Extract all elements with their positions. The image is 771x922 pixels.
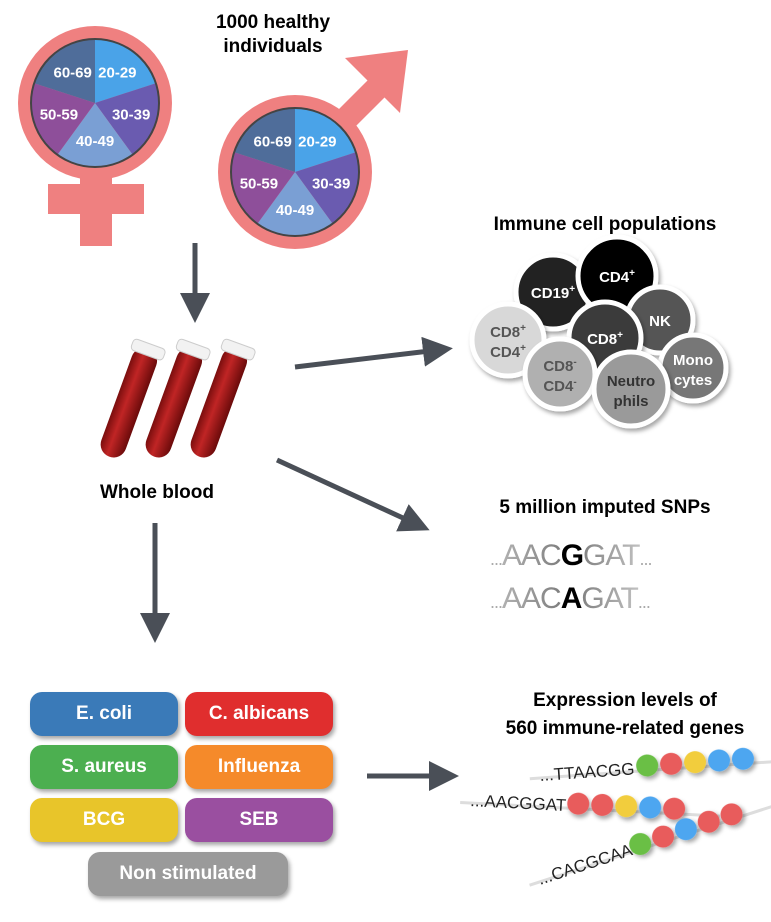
blood-tubes-icon [100, 338, 256, 458]
female-pie-slice [57, 103, 133, 167]
expression-bead [615, 795, 638, 818]
male-pie-slice [231, 152, 295, 224]
gene-strand: ...AACGGAT [460, 791, 720, 820]
population-title-line1: 1000 healthy [216, 12, 330, 33]
expression-bead [567, 792, 590, 815]
arrow-to-immune [294, 336, 453, 370]
arrow-to-snps [275, 457, 430, 532]
male-pie-slice [295, 108, 356, 172]
cell-label: CD4+ [599, 268, 635, 286]
gene-sequence: ...TTAACGG [539, 759, 635, 785]
expression-bead [660, 752, 683, 775]
male-age-label: 40-49 [276, 202, 314, 219]
stimulus-e-coli: E. coli [30, 692, 178, 736]
female-pie-slice [31, 83, 95, 155]
cell-label: CD4- [543, 377, 576, 395]
immune-cell: Neutro phils [591, 349, 671, 429]
snps-title: 5 million imputed SNPs [499, 497, 710, 518]
male-pie-slice [257, 172, 333, 236]
cell-label: CD8+ [587, 330, 623, 348]
cell-label: CD4+ [490, 343, 526, 361]
stimulus-c-albicans: C. albicans [185, 692, 333, 736]
cell-label: NK [649, 313, 671, 330]
female-age-label: 40-49 [76, 133, 114, 150]
immune-cell-cluster: CD19+ CD4+ NK CD8+ CD8+ CD4+ CD8- CD4- Mono cytes… [469, 234, 729, 429]
immune-cell: Mono cytes [657, 332, 729, 404]
cell-label: Neutro [607, 373, 655, 390]
expression-bead [697, 810, 720, 833]
male-symbol-icon: 20-29 30-39 40-49 50-59 60-69 [218, 50, 408, 249]
female-age-label: 60-69 [53, 64, 91, 81]
male-pie-slice [295, 152, 359, 224]
female-symbol-icon: 20-29 30-39 40-49 50-59 60-69 [18, 26, 172, 246]
stimulus-bcg: BCG [30, 798, 178, 842]
female-age-label: 50-59 [40, 107, 78, 124]
gene-strands: ...TTAACGG ...AACGGAT ...CACGCAA [460, 747, 771, 889]
expression-bead [663, 797, 686, 820]
female-age-label: 20-29 [98, 64, 136, 81]
expression-bead [639, 796, 662, 819]
population-title-line2: individuals [223, 36, 322, 57]
immune-title: Immune cell populations [494, 214, 717, 235]
expression-bead [591, 793, 614, 816]
male-age-label: 30-39 [312, 176, 350, 193]
expression-bead [684, 751, 707, 774]
snp-sequence-1: ...AACGGAT... [490, 539, 652, 572]
expression-bead [636, 754, 659, 777]
female-pie-slice [34, 39, 95, 103]
male-age-label: 60-69 [253, 133, 291, 150]
male-age-label: 50-59 [240, 176, 278, 193]
expression-title-line2: 560 immune-related genes [506, 718, 745, 739]
expression-bead [652, 825, 675, 848]
immune-cell: CD8- CD4- [522, 336, 598, 412]
immune-cell: CD8+ CD4+ [469, 301, 547, 379]
expression-bead [674, 818, 697, 841]
female-age-label: 30-39 [112, 107, 150, 124]
expression-bead [708, 749, 731, 772]
gene-sequence: ...CACGCAA [535, 840, 635, 889]
snp-sequence-2: ...AACAGAT... [490, 582, 650, 615]
female-pie-slice [95, 39, 156, 103]
cell-label: phils [613, 393, 648, 410]
cell-label: cytes [674, 372, 712, 389]
immune-cell: CD19+ [513, 252, 593, 332]
stimulus-non-stimulated: Non stimulated [88, 852, 288, 896]
expression-bead [629, 833, 652, 856]
expression-bead [731, 747, 754, 770]
cell-label: Mono [673, 352, 713, 369]
cell-label: CD8- [543, 357, 576, 375]
whole-blood-label: Whole blood [100, 482, 214, 503]
expression-bead [720, 803, 743, 826]
male-age-label: 20-29 [298, 133, 336, 150]
stimulus-s-aureus: S. aureus [30, 745, 178, 789]
male-pie-slice [234, 108, 295, 172]
gene-sequence: ...AACGGAT [470, 791, 567, 815]
gene-strand: ...TTAACGG [529, 747, 771, 785]
stimulus-influenza: Influenza [185, 745, 333, 789]
female-pie-slice [95, 83, 159, 155]
cell-label: CD19+ [531, 284, 575, 302]
stimulus-seb: SEB [185, 798, 333, 842]
cell-label: CD8+ [490, 323, 526, 341]
expression-title-line1: Expression levels of [533, 690, 717, 711]
